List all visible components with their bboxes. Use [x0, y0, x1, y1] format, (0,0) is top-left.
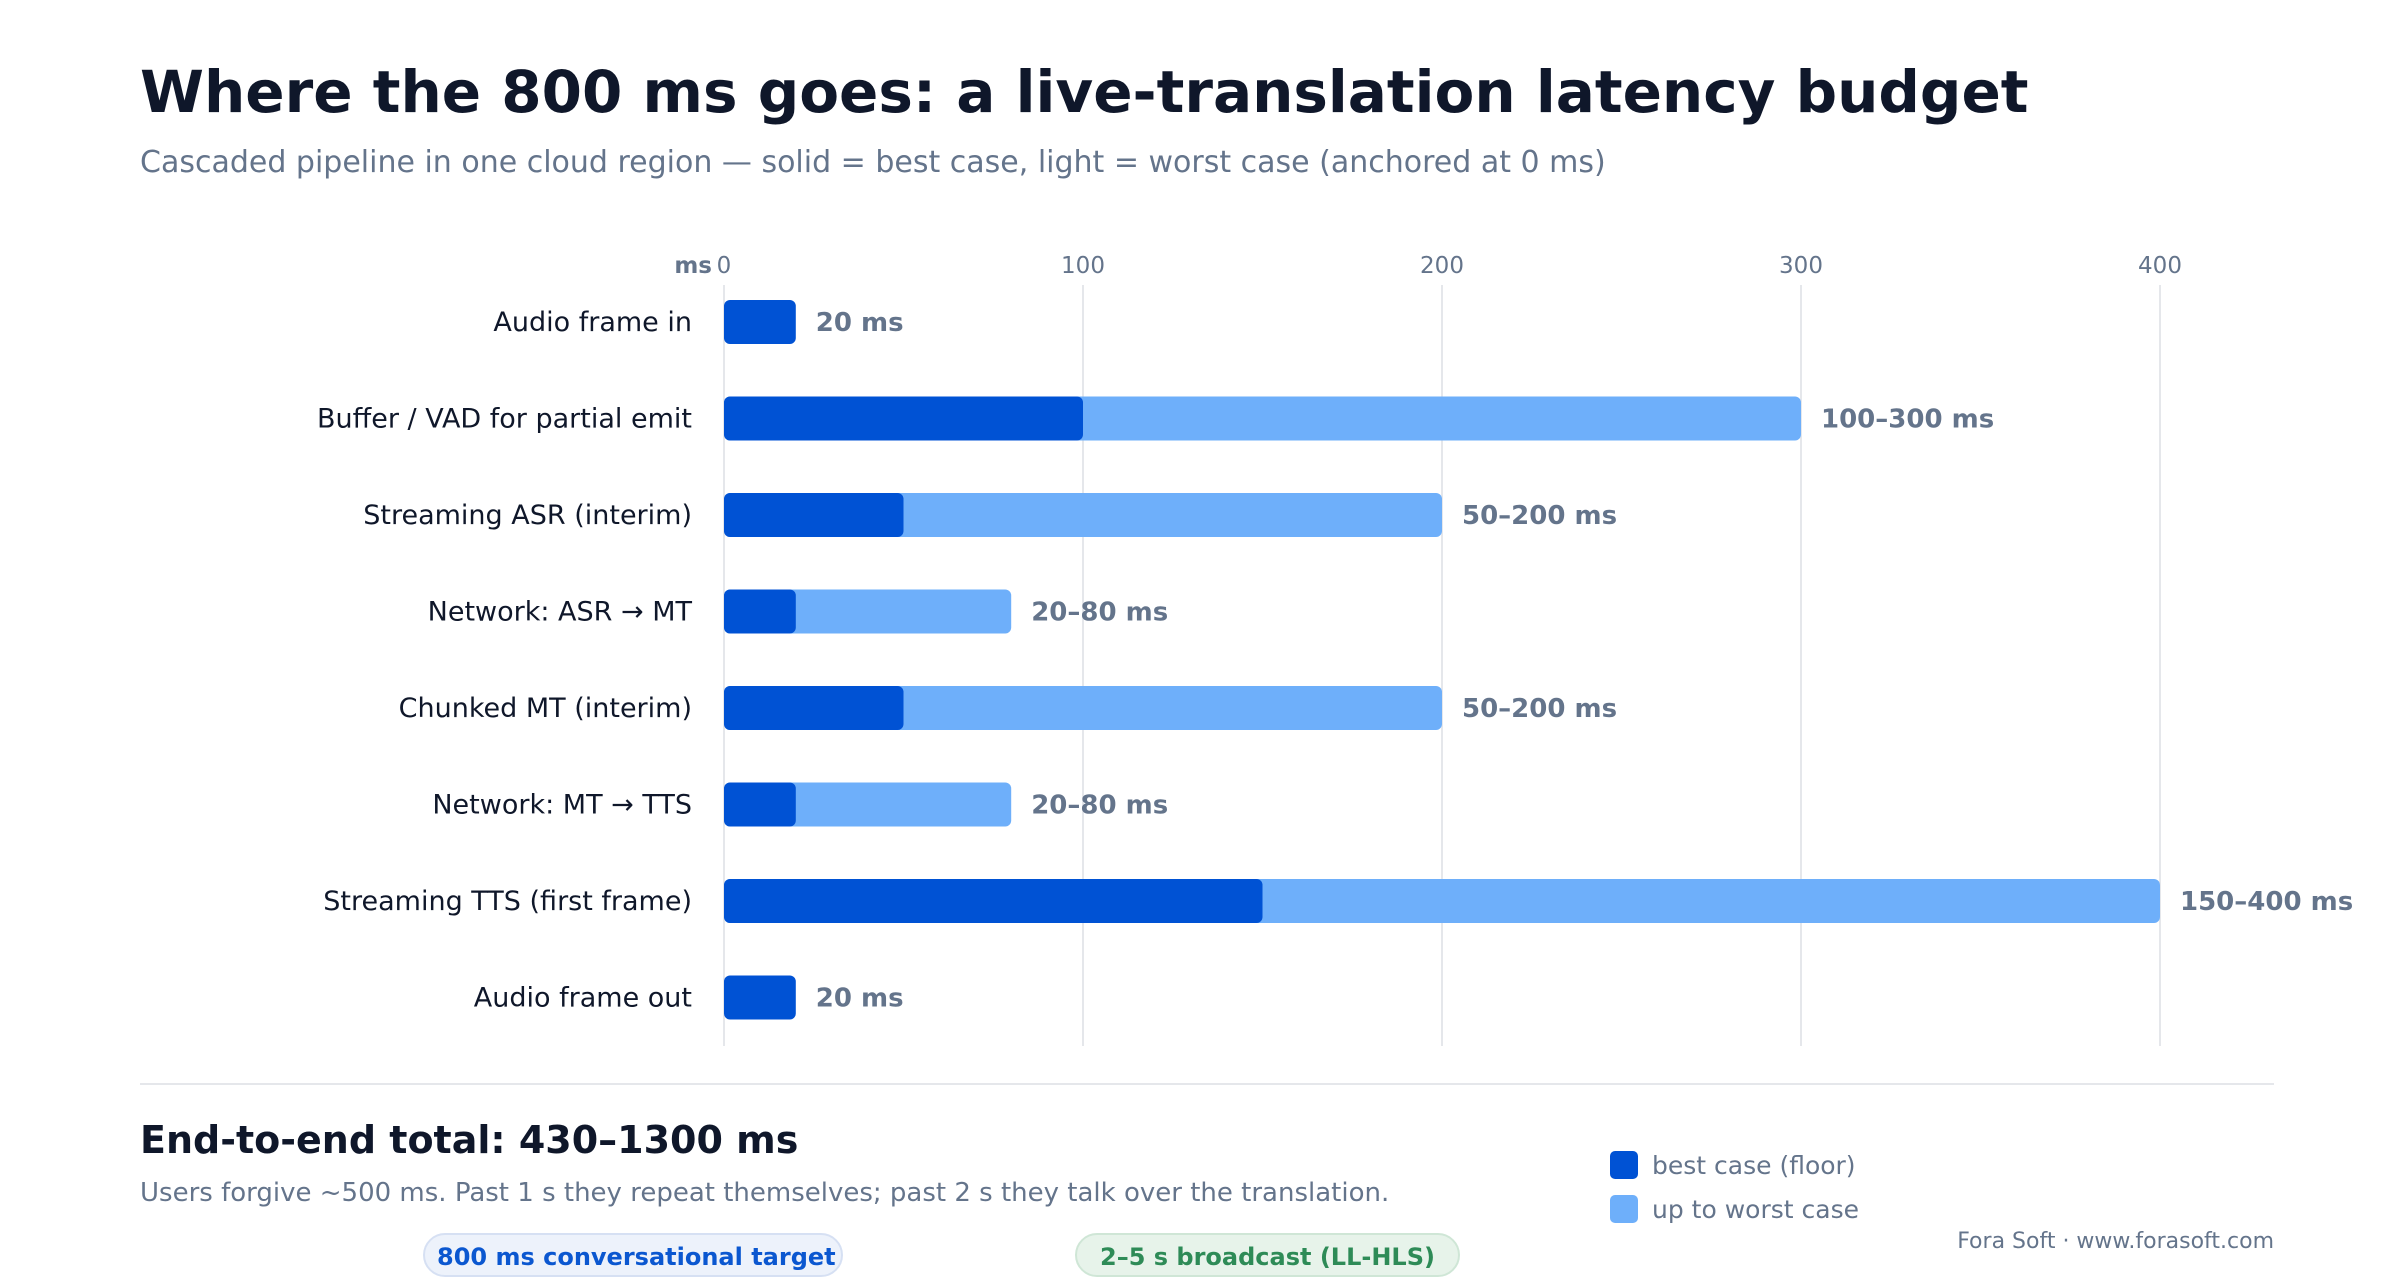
- data-label: 20–80 ms: [1031, 598, 1168, 628]
- data-label: 20 ms: [816, 984, 904, 1014]
- x-tick-label: 200: [1420, 253, 1464, 279]
- category-label: Chunked MT (interim): [399, 693, 692, 724]
- category-label: Audio frame in: [493, 307, 692, 338]
- legend: best case (floor) up to worst case: [1610, 1143, 1859, 1231]
- total-latency: End-to-end total: 430–1300 ms: [140, 1118, 799, 1162]
- x-tick-label: 400: [2138, 253, 2182, 279]
- best-case-bar: [724, 589, 796, 634]
- best-case-bar: [724, 686, 904, 730]
- legend-label-worst: up to worst case: [1652, 1194, 1859, 1224]
- data-label: 150–400 ms: [2180, 887, 2353, 917]
- x-tick-label: 0: [717, 253, 732, 279]
- category-label: Network: MT → TTS: [432, 790, 692, 821]
- credit: Fora Soft · www.forasoft.com: [1957, 1229, 2274, 1254]
- conversational-target-badge: 800 ms conversational target: [423, 1233, 843, 1277]
- legend-swatch-worst: [1610, 1195, 1638, 1223]
- legend-item-worst: up to worst case: [1610, 1187, 1859, 1231]
- best-case-bar: [724, 975, 796, 1020]
- data-label: 50–200 ms: [1462, 501, 1617, 531]
- legend-item-best: best case (floor): [1610, 1143, 1859, 1187]
- x-tick-label: 100: [1061, 253, 1105, 279]
- data-label: 20–80 ms: [1031, 791, 1168, 821]
- data-label: 100–300 ms: [1821, 405, 1994, 435]
- best-case-bar: [724, 879, 1263, 923]
- best-case-bar: [724, 396, 1083, 441]
- category-label: Audio frame out: [474, 983, 692, 1014]
- broadcast-badge: 2–5 s broadcast (LL-HLS): [1075, 1233, 1460, 1277]
- tolerance-note: Users forgive ~500 ms. Past 1 s they rep…: [140, 1178, 1390, 1208]
- category-label: Network: ASR → MT: [428, 597, 693, 628]
- chart-subtitle: Cascaded pipeline in one cloud region — …: [140, 145, 1606, 180]
- x-tick-label: 300: [1779, 253, 1823, 279]
- divider: [140, 1083, 2274, 1085]
- legend-label-best: best case (floor): [1652, 1150, 1856, 1180]
- best-case-bar: [724, 300, 796, 344]
- data-label: 20 ms: [816, 308, 904, 338]
- latency-bar-chart: 0 100 200 300 400 ms Audio frame in 20 ms Buffer…: [317, 253, 2353, 1046]
- data-label: 50–200 ms: [1462, 694, 1617, 724]
- category-label: Streaming TTS (first frame): [323, 886, 692, 917]
- best-case-bar: [724, 493, 904, 537]
- category-label: Streaming ASR (interim): [363, 500, 692, 531]
- legend-swatch-best: [1610, 1151, 1638, 1179]
- chart-title: Where the 800 ms goes: a live-translatio…: [140, 58, 2029, 126]
- best-case-bar: [724, 782, 796, 827]
- category-label: Buffer / VAD for partial emit: [317, 404, 692, 435]
- x-unit-label: ms: [674, 253, 712, 279]
